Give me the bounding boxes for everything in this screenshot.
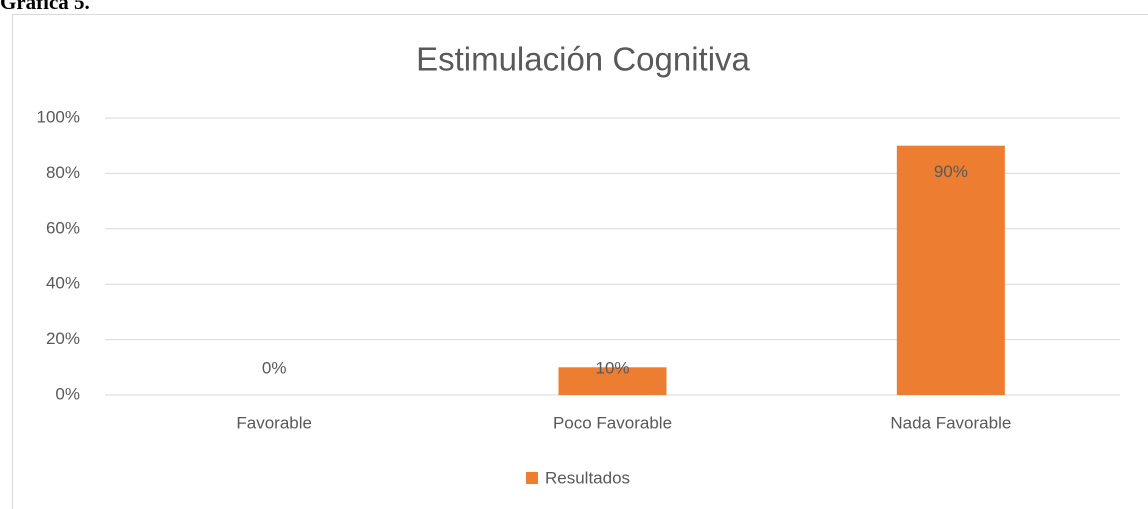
x-tick-label: Favorable: [236, 413, 312, 432]
x-tick-label: Poco Favorable: [553, 413, 672, 432]
x-tick-label: Nada Favorable: [890, 413, 1011, 432]
chart-title: Estimulación Cognitiva: [416, 41, 750, 78]
y-tick-label: 20%: [46, 329, 80, 348]
data-label: 90%: [934, 162, 968, 181]
legend-swatch: [526, 472, 538, 484]
data-label: 10%: [595, 358, 629, 377]
caption: Gráfica 5.: [0, 0, 90, 14]
y-tick-label: 40%: [46, 274, 80, 293]
y-tick-label: 60%: [46, 218, 80, 237]
bar: [896, 145, 1005, 395]
y-tick-label: 0%: [55, 384, 80, 403]
y-tick-label: 80%: [46, 163, 80, 182]
y-tick-label: 100%: [37, 107, 80, 126]
data-label: 0%: [262, 358, 287, 377]
legend-label: Resultados: [545, 468, 630, 487]
bar: [558, 367, 667, 395]
